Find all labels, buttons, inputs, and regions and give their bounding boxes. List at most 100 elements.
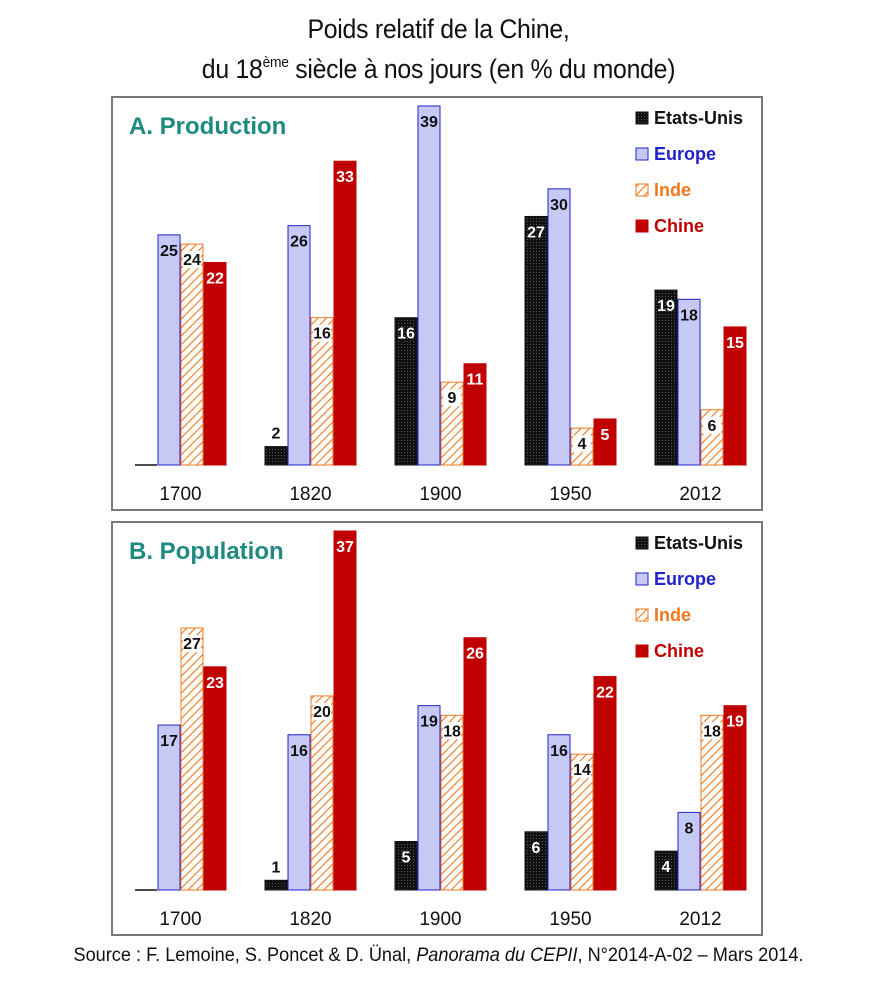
bar-europe-2012 bbox=[677, 298, 701, 466]
legend-swatch-chine bbox=[635, 644, 649, 658]
data-label-inde-1900: 9 bbox=[448, 390, 457, 407]
data-label-inde-1950: 4 bbox=[578, 436, 587, 453]
bar-inde-1700 bbox=[180, 627, 204, 891]
legend-swatch-inde bbox=[635, 183, 649, 197]
population-chart: B. Population Etats-Unis Europe Inde Chine 17… bbox=[129, 530, 747, 930]
data-label-chine-1820: 33 bbox=[336, 169, 354, 186]
legend-label-chine: Chine bbox=[654, 641, 704, 661]
production-chart: A. Production Etats-UnisEuropeIndeChine25… bbox=[129, 105, 747, 505]
bar-inde-1950 bbox=[570, 753, 594, 891]
bar-chine-1820 bbox=[333, 530, 357, 891]
legend-label-chine: Chine bbox=[654, 216, 704, 236]
title-suffix: siècle à nos jours (en % du monde) bbox=[288, 54, 676, 84]
data-label-etats-unis-1900: 5 bbox=[402, 849, 411, 866]
data-label-bg bbox=[573, 435, 591, 453]
data-label-inde-1700: 27 bbox=[183, 636, 201, 653]
x-tick-label-1950: 1950 bbox=[549, 909, 591, 930]
data-label-etats-unis-2012: 4 bbox=[662, 859, 671, 876]
data-label-chine-1700: 23 bbox=[206, 675, 224, 692]
data-label-bg bbox=[183, 251, 201, 269]
panel-title: B. Population bbox=[129, 538, 284, 565]
legend-label-europe: Europe bbox=[654, 569, 716, 589]
data-label-chine-1820: 37 bbox=[336, 539, 354, 556]
bar-chine-1950 bbox=[593, 418, 617, 466]
x-tick-label-1820: 1820 bbox=[289, 909, 331, 930]
data-label-chine-1700: 22 bbox=[206, 270, 224, 287]
data-label-bg bbox=[703, 416, 721, 434]
legend-swatch-etats-unis bbox=[635, 536, 649, 550]
legend-label-europe: Europe bbox=[654, 144, 716, 164]
data-label-bg bbox=[443, 722, 461, 740]
source-authors: Source : F. Lemoine, S. Poncet & D. Ünal… bbox=[73, 944, 417, 966]
legend-label-etats-unis: Etats-Unis bbox=[654, 108, 743, 128]
data-label-etats-unis-1900: 16 bbox=[397, 326, 415, 343]
data-label-chine-2012: 19 bbox=[726, 714, 744, 731]
data-label-inde-1700: 24 bbox=[183, 252, 201, 269]
x-tick-label-1700: 1700 bbox=[159, 909, 201, 930]
data-label-chine-2012: 15 bbox=[726, 335, 744, 352]
x-tick-label-1820: 1820 bbox=[289, 484, 331, 505]
bar-chine-2012 bbox=[723, 326, 747, 466]
data-label-bg bbox=[313, 324, 331, 342]
data-label-etats-unis-1820: 2 bbox=[272, 426, 281, 443]
x-tick-label-1900: 1900 bbox=[419, 484, 461, 505]
title-superscript: ème bbox=[262, 54, 289, 71]
data-label-europe-1950: 16 bbox=[550, 743, 568, 760]
bar-etats-unis-1950 bbox=[524, 215, 548, 466]
data-label-inde-1900: 18 bbox=[443, 723, 461, 740]
bar-etats-unis-2012 bbox=[654, 289, 678, 466]
data-label-inde-1820: 16 bbox=[313, 326, 331, 343]
data-label-bg bbox=[183, 635, 201, 653]
x-tick-label-1900: 1900 bbox=[419, 909, 461, 930]
bar-inde-1820 bbox=[310, 317, 334, 466]
x-tick-label-1700: 1700 bbox=[159, 484, 201, 505]
data-label-europe-2012: 18 bbox=[680, 307, 698, 324]
bar-europe-1950 bbox=[547, 734, 571, 891]
legend-label-etats-unis: Etats-Unis bbox=[654, 533, 743, 553]
data-label-bg bbox=[573, 761, 591, 779]
bar-europe-2012 bbox=[677, 811, 701, 891]
bar-europe-1700 bbox=[157, 724, 181, 891]
bar-europe-1950 bbox=[547, 188, 571, 466]
bar-europe-1820 bbox=[287, 734, 311, 891]
bar-chine-1820 bbox=[333, 160, 357, 466]
bar-chine-1700 bbox=[203, 666, 227, 891]
legend-swatch-inde bbox=[635, 608, 649, 622]
data-label-chine-1950: 22 bbox=[596, 685, 614, 702]
legend-swatch-etats-unis bbox=[635, 111, 649, 125]
data-label-etats-unis-1820: 1 bbox=[272, 859, 281, 876]
bar-inde-1700 bbox=[180, 243, 204, 466]
data-label-europe-1820: 26 bbox=[290, 234, 308, 251]
population-panel: B. Population Etats-Unis Europe Inde Chine 17… bbox=[111, 521, 763, 936]
x-tick-label-2012: 2012 bbox=[679, 909, 721, 930]
bar-etats-unis-2012 bbox=[654, 850, 678, 891]
chart-title-line1: Poids relatif de la Chine, bbox=[307, 14, 570, 44]
production-panel: A. Production Etats-Unis Europe Inde Chine 25… bbox=[111, 96, 763, 511]
title-prefix: du 18 bbox=[201, 54, 263, 84]
bar-europe-1900 bbox=[417, 705, 441, 891]
data-label-etats-unis-2012: 19 bbox=[657, 298, 675, 315]
legend-label-inde: Inde bbox=[654, 180, 691, 200]
data-label-inde-2012: 6 bbox=[708, 418, 717, 435]
bar-chine-1900 bbox=[463, 363, 487, 466]
legend-swatch-europe bbox=[635, 572, 649, 586]
data-label-inde-1950: 14 bbox=[573, 762, 591, 779]
chart-title-line2: du 18ème siècle à nos jours (en % du mon… bbox=[35, 54, 842, 85]
data-label-etats-unis-1950: 6 bbox=[532, 840, 541, 857]
bar-inde-1820 bbox=[310, 695, 334, 891]
data-label-bg bbox=[703, 722, 721, 740]
bar-etats-unis-1950 bbox=[524, 831, 548, 891]
data-label-europe-1700: 17 bbox=[160, 733, 178, 750]
bar-chine-1950 bbox=[593, 676, 617, 891]
bar-europe-1900 bbox=[417, 105, 441, 466]
data-label-inde-1820: 20 bbox=[313, 704, 331, 721]
bar-europe-1820 bbox=[287, 225, 311, 466]
data-label-europe-1950: 30 bbox=[550, 197, 568, 214]
bar-etats-unis-1900 bbox=[394, 840, 418, 891]
source-publication: Panorama du CEPII bbox=[416, 944, 578, 966]
legend-swatch-chine bbox=[635, 219, 649, 233]
source-note: Source : F. Lemoine, S. Poncet & D. Ünal… bbox=[31, 944, 847, 967]
legend-swatch-europe bbox=[635, 147, 649, 161]
data-label-chine-1900: 11 bbox=[467, 372, 484, 389]
data-label-chine-1900: 26 bbox=[466, 646, 484, 663]
